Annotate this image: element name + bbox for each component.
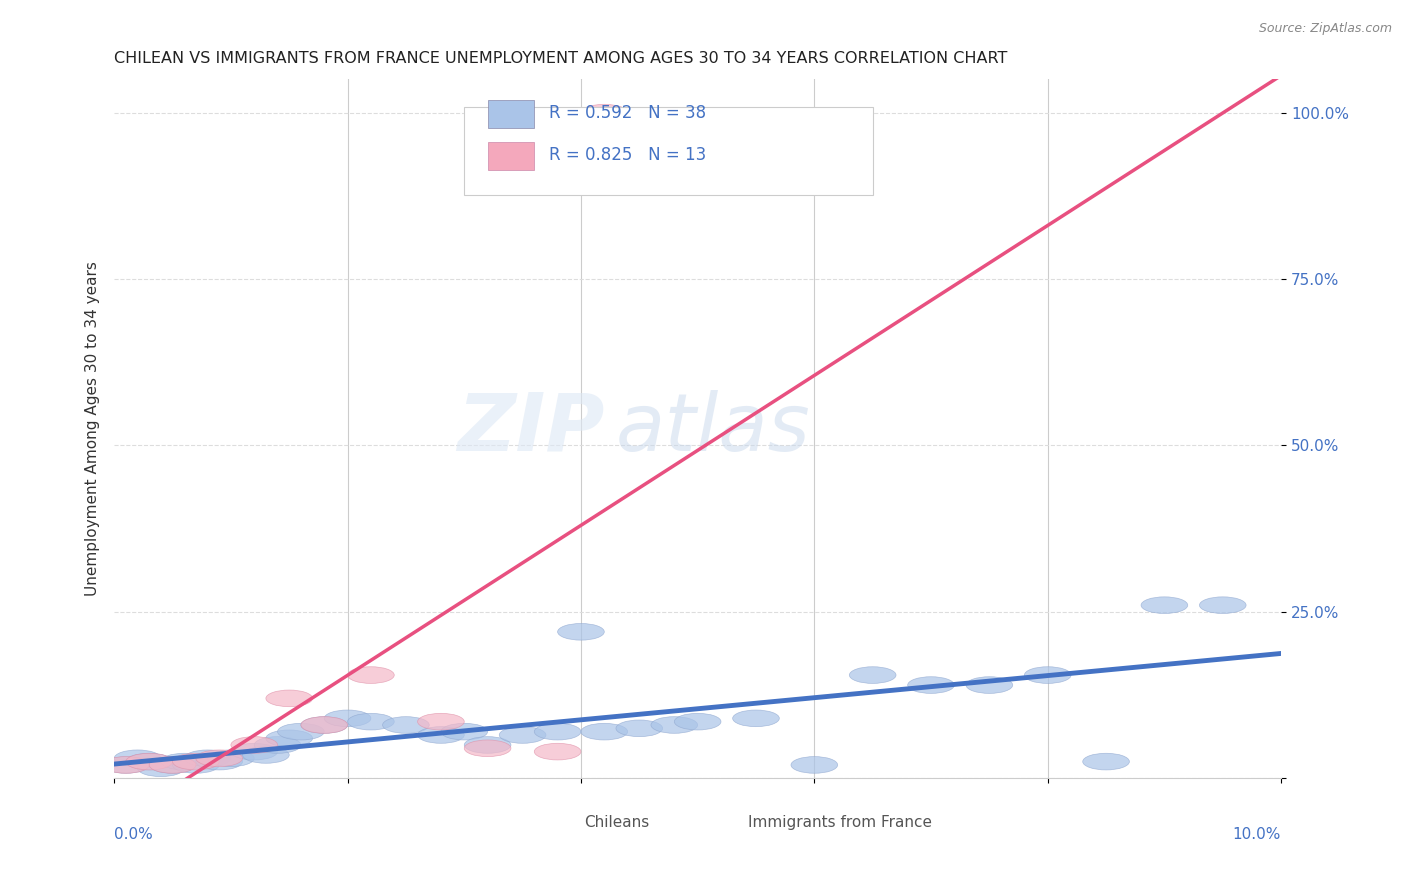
Ellipse shape — [581, 104, 627, 121]
Ellipse shape — [114, 750, 160, 766]
Ellipse shape — [149, 756, 195, 773]
FancyBboxPatch shape — [464, 107, 873, 194]
Ellipse shape — [160, 753, 208, 770]
Ellipse shape — [675, 714, 721, 730]
Ellipse shape — [103, 756, 149, 773]
Ellipse shape — [266, 690, 312, 706]
Ellipse shape — [127, 753, 173, 770]
Ellipse shape — [254, 737, 301, 753]
Ellipse shape — [464, 740, 510, 756]
Ellipse shape — [325, 710, 371, 727]
Ellipse shape — [792, 756, 838, 773]
Ellipse shape — [184, 750, 231, 766]
Ellipse shape — [441, 723, 488, 740]
Ellipse shape — [277, 723, 325, 740]
Ellipse shape — [173, 756, 219, 773]
Ellipse shape — [231, 743, 277, 760]
Ellipse shape — [581, 723, 627, 740]
Ellipse shape — [1142, 597, 1188, 614]
Text: R = 0.592   N = 38: R = 0.592 N = 38 — [550, 103, 707, 122]
Ellipse shape — [301, 716, 347, 733]
Ellipse shape — [149, 756, 195, 773]
Text: atlas: atlas — [616, 390, 811, 467]
Y-axis label: Unemployment Among Ages 30 to 34 years: Unemployment Among Ages 30 to 34 years — [86, 261, 100, 596]
Ellipse shape — [499, 727, 546, 743]
Text: CHILEAN VS IMMIGRANTS FROM FRANCE UNEMPLOYMENT AMONG AGES 30 TO 34 YEARS CORRELA: CHILEAN VS IMMIGRANTS FROM FRANCE UNEMPL… — [114, 51, 1008, 66]
Ellipse shape — [301, 716, 347, 733]
Ellipse shape — [616, 720, 662, 737]
Ellipse shape — [418, 727, 464, 743]
Ellipse shape — [464, 737, 510, 753]
Ellipse shape — [195, 753, 243, 770]
Ellipse shape — [966, 677, 1012, 693]
Text: Chileans: Chileans — [585, 815, 650, 830]
Ellipse shape — [103, 756, 149, 773]
Ellipse shape — [558, 624, 605, 640]
Text: ZIP: ZIP — [457, 390, 605, 467]
Ellipse shape — [231, 737, 277, 753]
Text: 0.0%: 0.0% — [114, 827, 153, 842]
Ellipse shape — [534, 743, 581, 760]
Ellipse shape — [382, 716, 429, 733]
Ellipse shape — [1199, 597, 1246, 614]
Ellipse shape — [418, 714, 464, 730]
Ellipse shape — [534, 723, 581, 740]
Text: Immigrants from France: Immigrants from France — [748, 815, 932, 830]
Text: Source: ZipAtlas.com: Source: ZipAtlas.com — [1258, 22, 1392, 36]
FancyBboxPatch shape — [716, 814, 741, 832]
Ellipse shape — [347, 666, 394, 683]
FancyBboxPatch shape — [488, 142, 534, 170]
Ellipse shape — [127, 753, 173, 770]
Ellipse shape — [1025, 666, 1071, 683]
Ellipse shape — [243, 747, 290, 764]
Ellipse shape — [208, 750, 254, 766]
Ellipse shape — [733, 710, 779, 727]
Ellipse shape — [266, 730, 312, 747]
Ellipse shape — [1083, 753, 1129, 770]
Ellipse shape — [347, 714, 394, 730]
Text: 10.0%: 10.0% — [1233, 827, 1281, 842]
Ellipse shape — [849, 666, 896, 683]
Ellipse shape — [908, 677, 955, 693]
Text: R = 0.825   N = 13: R = 0.825 N = 13 — [550, 145, 707, 164]
Ellipse shape — [138, 760, 184, 777]
FancyBboxPatch shape — [488, 100, 534, 128]
Ellipse shape — [651, 716, 697, 733]
FancyBboxPatch shape — [551, 814, 578, 832]
Ellipse shape — [173, 753, 219, 770]
Ellipse shape — [195, 750, 243, 766]
